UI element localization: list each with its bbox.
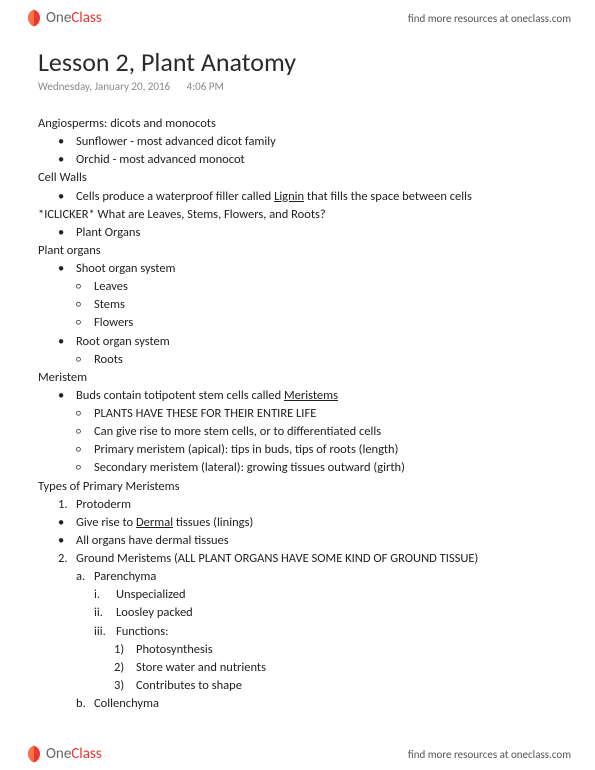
note-roman: iii.Functions: — [94, 623, 557, 641]
note-bullet: Cells produce a waterproof filler called… — [58, 188, 557, 206]
note-line: Angiosperms: dicots and monocots — [38, 115, 557, 133]
brand-logo-footer: OneClass — [24, 744, 102, 764]
note-subbullet: Roots — [76, 351, 557, 369]
note-bullet: All organs have dermal tissues — [58, 532, 557, 550]
note-paren-num: 2)Store water and nutrients — [114, 659, 557, 677]
note-bullet: Sunflower - most advanced dicot family — [58, 133, 557, 151]
note-subbullet: Secondary meristem (lateral): growing ti… — [76, 459, 557, 477]
note-text: Primary meristem (apical): tips in buds,… — [94, 441, 398, 459]
note-lettered: a.Parenchyma — [76, 568, 557, 586]
note-text: Plant Organs — [76, 224, 140, 242]
note-text: All organs have dermal tissues — [76, 532, 229, 550]
brand-part1: One — [46, 745, 71, 763]
note-text: Loosley packed — [116, 604, 193, 622]
note-text: Leaves — [94, 278, 128, 296]
note-text: Cells produce a waterproof filler called… — [76, 188, 472, 206]
note-subbullet: Can give rise to more stem cells, or to … — [76, 423, 557, 441]
note-text: Functions: — [116, 623, 169, 641]
note-lettered: b.Collenchyma — [76, 695, 557, 713]
brand-part2: Class — [71, 9, 101, 27]
page-time: 4:06 PM — [187, 80, 224, 93]
note-text: Root organ system — [76, 333, 170, 351]
underlined-term: Dermal — [136, 515, 173, 530]
brand-part1: One — [46, 9, 71, 27]
note-roman: ii.Loosley packed — [94, 604, 557, 622]
document-content: Lesson 2, Plant Anatomy Wednesday, Janua… — [0, 34, 595, 713]
note-subbullet: Leaves — [76, 278, 557, 296]
note-text: Collenchyma — [94, 695, 159, 713]
leaf-icon — [24, 744, 44, 764]
note-numbered: 1.Protoderm — [58, 496, 557, 514]
note-text: PLANTS HAVE THESE FOR THEIR ENTIRE LIFE — [94, 405, 316, 423]
note-text: Protoderm — [76, 496, 131, 514]
leaf-icon — [24, 8, 44, 28]
brand-logo: OneClass — [24, 8, 102, 28]
note-text: Give rise to Dermal tissues (linings) — [76, 514, 253, 532]
note-line: Cell Walls — [38, 169, 557, 187]
note-roman: i.Unspecialized — [94, 586, 557, 604]
note-subbullet: PLANTS HAVE THESE FOR THEIR ENTIRE LIFE — [76, 405, 557, 423]
note-bullet: Plant Organs — [58, 224, 557, 242]
note-subbullet: Stems — [76, 296, 557, 314]
note-subbullet: Primary meristem (apical): tips in buds,… — [76, 441, 557, 459]
note-bullet: Give rise to Dermal tissues (linings) — [58, 514, 557, 532]
note-bullet: Shoot organ system — [58, 260, 557, 278]
note-text: Stems — [94, 296, 125, 314]
note-numbered: 2.Ground Meristems (ALL PLANT ORGANS HAV… — [58, 550, 557, 568]
note-text: Orchid - most advanced monocot — [76, 151, 245, 169]
page-title: Lesson 2, Plant Anatomy — [38, 46, 557, 78]
note-bullet: Buds contain totipotent stem cells calle… — [58, 387, 557, 405]
resource-link-bottom[interactable]: find more resources at oneclass.com — [408, 748, 571, 761]
note-text: Can give rise to more stem cells, or to … — [94, 423, 381, 441]
note-paren-num: 3)Contributes to shape — [114, 677, 557, 695]
underlined-term: Meristems — [284, 388, 338, 403]
note-text: Ground Meristems (ALL PLANT ORGANS HAVE … — [76, 550, 478, 568]
note-text: Secondary meristem (lateral): growing ti… — [94, 459, 405, 477]
note-line: *ICLICKER* What are Leaves, Stems, Flowe… — [38, 206, 557, 224]
note-line: Meristem — [38, 369, 557, 387]
note-text: Buds contain totipotent stem cells calle… — [76, 387, 338, 405]
note-text: Photosynthesis — [136, 641, 213, 659]
note-bullet: Orchid - most advanced monocot — [58, 151, 557, 169]
page-header: OneClass find more resources at oneclass… — [0, 0, 595, 34]
note-text: Roots — [94, 351, 123, 369]
note-subbullet: Flowers — [76, 314, 557, 332]
note-paren-num: 1)Photosynthesis — [114, 641, 557, 659]
notes-body: Angiosperms: dicots and monocots Sunflow… — [38, 115, 557, 713]
note-text: Unspecialized — [116, 586, 186, 604]
note-text: Shoot organ system — [76, 260, 176, 278]
note-line: Plant organs — [38, 242, 557, 260]
brand-part2: Class — [71, 745, 101, 763]
note-text: Flowers — [94, 314, 133, 332]
underlined-term: Lignin — [274, 189, 304, 204]
note-text: Store water and nutrients — [136, 659, 266, 677]
note-bullet: Root organ system — [58, 333, 557, 351]
note-text: Contributes to shape — [136, 677, 242, 695]
note-line: Types of Primary Meristems — [38, 478, 557, 496]
note-text: Sunflower - most advanced dicot family — [76, 133, 276, 151]
page-datetime: Wednesday, January 20, 2016 4:06 PM — [38, 80, 557, 93]
page-footer: OneClass find more resources at oneclass… — [0, 736, 595, 770]
note-text: Parenchyma — [94, 568, 156, 586]
page-date: Wednesday, January 20, 2016 — [38, 80, 170, 93]
resource-link-top[interactable]: find more resources at oneclass.com — [408, 12, 571, 25]
